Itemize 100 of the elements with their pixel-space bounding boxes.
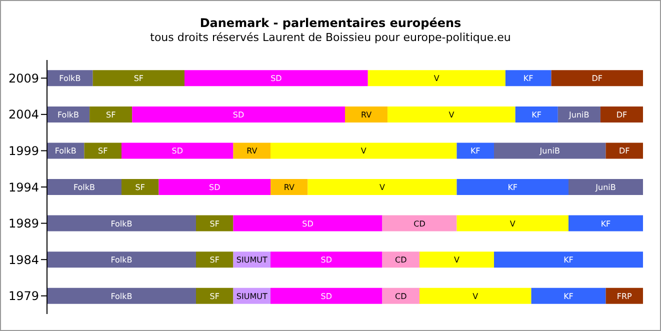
series-label: FolkB	[59, 74, 81, 84]
text: V	[472, 292, 478, 301]
text: FolkB	[110, 219, 132, 228]
text: SD	[172, 146, 183, 156]
bar	[551, 70, 643, 86]
text: SD	[320, 256, 332, 265]
series-label: SF	[134, 74, 144, 84]
bar	[122, 179, 159, 196]
bar	[420, 288, 532, 304]
bar	[456, 179, 568, 196]
y-tick-label: 1979	[8, 289, 39, 304]
bar	[388, 106, 516, 122]
bar	[196, 288, 234, 304]
text: SD	[232, 110, 244, 120]
bar	[196, 252, 234, 268]
text: RV	[284, 183, 294, 192]
series-label: KF	[523, 74, 534, 84]
bar	[368, 70, 506, 86]
bar	[92, 70, 184, 86]
text: DF	[616, 110, 628, 120]
text: SF	[210, 219, 220, 228]
text: KF	[564, 256, 574, 265]
bar	[184, 70, 368, 86]
text: SIUMUT	[236, 292, 268, 301]
text: KF	[600, 219, 611, 228]
text: JuniB	[596, 183, 616, 192]
text: KF	[564, 292, 574, 301]
text: SF	[210, 292, 220, 301]
chart-title: Danemark - parlementaires européens	[198, 16, 462, 30]
bar	[90, 106, 132, 122]
text: SF	[106, 110, 116, 120]
bar	[270, 179, 308, 196]
bar	[345, 106, 388, 122]
text: FolkB	[54, 146, 76, 156]
chart-subtitle: tous droits réservés Laurent de Boissieu pour europe-politique.eu	[149, 31, 512, 44]
text: SF	[98, 146, 108, 156]
text: V	[448, 110, 454, 120]
bar	[600, 106, 643, 122]
bar	[196, 215, 234, 232]
bar	[47, 288, 196, 304]
text: SD	[320, 292, 332, 301]
text: CD	[395, 292, 407, 301]
bar	[233, 215, 382, 232]
text: DF	[618, 146, 630, 156]
bar	[270, 288, 382, 304]
y-tick-label: 1999	[8, 144, 39, 158]
y-tick-label: 1994	[8, 180, 39, 194]
series-label: CD	[414, 219, 426, 228]
series-label: FRP	[616, 292, 632, 301]
bar	[382, 215, 457, 232]
bar	[308, 179, 457, 196]
text: FolkB	[110, 292, 132, 301]
text: KF	[470, 146, 480, 156]
bar	[233, 142, 270, 159]
bar	[531, 288, 606, 304]
bar	[420, 252, 494, 268]
y-tick-label: 1984	[8, 252, 39, 267]
bar	[456, 142, 494, 159]
bar	[606, 142, 643, 159]
bar	[270, 252, 382, 268]
bar	[270, 142, 457, 159]
y-tick-label: 2009	[8, 71, 39, 86]
series-label: DF	[592, 74, 603, 84]
text: RV	[246, 146, 258, 156]
series-label: V	[434, 74, 440, 84]
bar	[568, 215, 643, 232]
text: FolkB	[57, 110, 80, 120]
text: FolkB	[73, 183, 96, 192]
series-label: SIUMUT	[236, 256, 268, 265]
y-tick-label: 2004	[8, 108, 39, 122]
text: V	[510, 219, 516, 228]
bar	[494, 142, 606, 159]
bar	[47, 252, 196, 268]
bar	[122, 142, 234, 159]
text: JuniB	[540, 146, 560, 156]
bar	[456, 215, 568, 232]
y-tick-label: 1989	[8, 216, 39, 231]
series-label: JuniB	[568, 110, 590, 120]
text: V	[360, 146, 366, 156]
text: SD	[209, 183, 220, 192]
bar	[505, 70, 552, 86]
series-label: RV	[360, 110, 372, 120]
bar	[47, 179, 122, 196]
text: KF	[508, 183, 518, 192]
bar	[158, 179, 270, 196]
text: CD	[395, 256, 407, 265]
text: SF	[210, 256, 220, 265]
bar	[132, 106, 345, 122]
text: V	[380, 183, 385, 192]
text: KF	[532, 110, 542, 120]
bar	[47, 70, 93, 86]
bar	[515, 106, 558, 122]
bar	[47, 215, 196, 232]
series-label: SD	[270, 74, 282, 84]
text: SF	[135, 183, 145, 192]
bar	[494, 252, 643, 268]
bar	[558, 106, 600, 122]
bar	[606, 288, 643, 304]
bar	[568, 179, 643, 196]
text: V	[454, 256, 460, 265]
